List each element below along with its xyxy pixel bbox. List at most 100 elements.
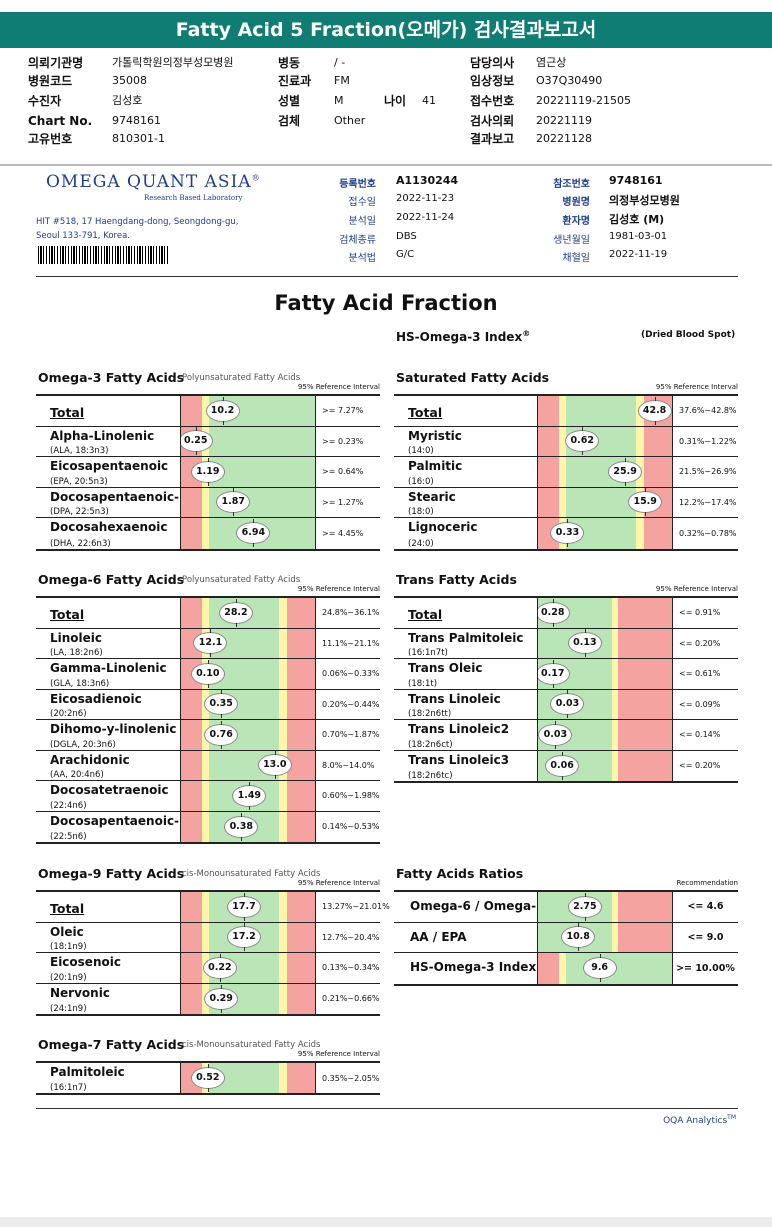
info-row: 나이 41 (384, 92, 464, 110)
result-marker: 13.0 (257, 751, 292, 780)
band-red (286, 953, 315, 983)
info-label: 임상정보 (470, 74, 515, 88)
reference-range: >= 1.27% (322, 497, 364, 507)
band-red (618, 720, 672, 750)
band-yellow (278, 659, 288, 689)
panel-title: Trans Fatty Acids (396, 572, 517, 587)
info-row: 성별 M (278, 92, 458, 110)
band-red (181, 750, 204, 780)
band-yellow (635, 518, 645, 549)
info-row: Chart No. 9748161 (28, 112, 268, 130)
reference-range: 0.06%~0.33% (322, 669, 380, 679)
reference-bar: 0.06 (537, 750, 673, 781)
result-marker: 1.49 (232, 781, 267, 810)
index-label-text: HS-Omega-3 Index (396, 330, 523, 344)
result-row: Docosahexaenoic (DHA, 22:6n3) 6.94 >= 4.45% (36, 518, 380, 549)
band-red (286, 922, 315, 952)
band-green (566, 396, 637, 426)
analyte-code: (AA, 20:4n6) (50, 770, 104, 780)
lab-field-value: 의정부성모병원 (609, 194, 680, 207)
analyte-name: Trans Linoleic (408, 691, 501, 706)
band-yellow (635, 426, 645, 456)
reference-range: >= 7.27% (322, 406, 364, 416)
result-table: Total 42.8 37.6%~42.8% Myristic (14:0) 0.62 0.… (394, 394, 738, 551)
band-yellow (278, 598, 288, 628)
analyte-code: (DHA, 22:6n3) (50, 538, 111, 549)
analyte-name: Eicosenoic (50, 955, 121, 969)
info-row: 고유번호 810301-1 (28, 130, 268, 148)
band-yellow (202, 892, 210, 922)
analyte-name: Myristic (408, 428, 462, 443)
info-row: 임상정보 O37Q30490 (470, 72, 750, 90)
band-red (618, 628, 672, 658)
analyte-name: Trans Oleic (408, 661, 483, 675)
analyte-code: (DGLA, 20:3n6) (50, 739, 116, 750)
reference-range: >= 0.23% (322, 436, 364, 446)
lab-logo: OMEGA QUANT ASIA® (46, 172, 261, 192)
panel-saturated: Saturated Fatty Acids 95% Reference Inter… (394, 370, 738, 551)
band-red (286, 659, 315, 689)
lab-logo-reg: ® (251, 173, 261, 183)
analyte-name: Total (50, 901, 85, 916)
panel-ref-header: 95% Reference Interval (655, 585, 738, 593)
report-title: Fatty Acid 5 Fraction(오메가) 검사결과보고서 (0, 12, 772, 48)
result-marker: 0.28 (538, 598, 570, 627)
band-red (181, 953, 204, 983)
band-red (538, 487, 561, 517)
reference-bar: 0.17 (537, 659, 673, 689)
result-marker: 0.33 (550, 519, 585, 548)
info-label: 의뢰기관명 (28, 56, 84, 70)
lab-field-label: 분석법 (348, 253, 376, 264)
result-table: Total 28.2 24.8%~36.1% Linoleic (LA, 18:2n6)… (36, 596, 380, 844)
analyte-code: (18:0) (408, 507, 434, 517)
analyte-code: (18:1t) (408, 678, 438, 689)
band-yellow (278, 781, 288, 811)
reference-bar: 42.8 (537, 396, 673, 426)
reference-bar: 15.9 (537, 487, 673, 517)
lab-field-label: 생년월일 (553, 235, 590, 246)
info-label: 수진자 (28, 94, 62, 108)
bottom-bar (0, 1217, 772, 1227)
analyte-code: (20:2n6) (50, 709, 87, 719)
band-yellow (202, 781, 210, 811)
panel-omega6: Omega-6 Fatty Acids Polyunsaturated Fatty… (36, 572, 380, 844)
result-marker: 9.6 (582, 954, 617, 983)
result-marker: 0.52 (190, 1064, 225, 1092)
band-yellow (278, 892, 288, 922)
result-marker: 0.03 (550, 690, 585, 719)
result-row: Eicosadienoic (20:2n6) 0.35 0.20%~0.44% (36, 689, 380, 720)
band-red (286, 781, 315, 811)
info-value: O37Q30490 (536, 74, 603, 87)
reference-range: <= 0.20% (679, 638, 721, 648)
band-red (618, 750, 672, 781)
result-table: Total 10.2 >= 7.27% Alpha-Linolenic (ALA, 18… (36, 394, 380, 551)
specimen-label: (Dried Blood Spot) (641, 330, 736, 340)
analyte-name: Stearic (408, 489, 456, 504)
analyte-code: (24:1n9) (50, 1004, 87, 1014)
analyte-code: (EPA, 20:5n3) (50, 476, 108, 487)
result-marker: 17.2 (226, 923, 261, 952)
analyte-name: Palmitic (408, 459, 463, 473)
result-row: Myristic (14:0) 0.62 0.31%~1.22% (394, 426, 738, 457)
reference-range: 0.21%~0.66% (322, 994, 380, 1004)
analyte-name: Gamma-Linolenic (50, 661, 167, 675)
footer-text: OQA Analytics (663, 1116, 728, 1126)
reference-bar: 1.49 (180, 781, 316, 811)
patient-info: 의뢰기관명 가톨릭학원의정부성모병원 병원코드 35008 수진자 김성호 Chart No… (0, 54, 772, 166)
band-red (286, 628, 315, 658)
reference-range: <= 9.0 (687, 931, 724, 943)
reference-range: 12.7%~20.4% (322, 932, 380, 942)
lab-field-label: 채혈일 (562, 253, 590, 264)
analyte-name: Total (50, 607, 85, 622)
lab-field-label: 참조번호 (553, 179, 590, 190)
lab-header: OMEGA QUANT ASIA® Research Based Laborat… (36, 170, 738, 276)
result-marker: 25.9 (608, 457, 643, 486)
band-yellow (559, 396, 567, 426)
analyte-code: (18:2n6tc) (408, 771, 453, 781)
reference-bar: 10.2 (180, 396, 316, 426)
info-label: 나이 (384, 94, 407, 108)
panel-title: Omega-3 Fatty Acids (38, 370, 185, 385)
result-row: Palmitoleic (16:1n7) 0.52 0.35%~2.05% (36, 1063, 380, 1093)
result-row: Gamma-Linolenic (GLA, 18:3n6) 0.10 0.06%~0.… (36, 659, 380, 690)
lab-field-label: 환자명 (562, 216, 590, 227)
